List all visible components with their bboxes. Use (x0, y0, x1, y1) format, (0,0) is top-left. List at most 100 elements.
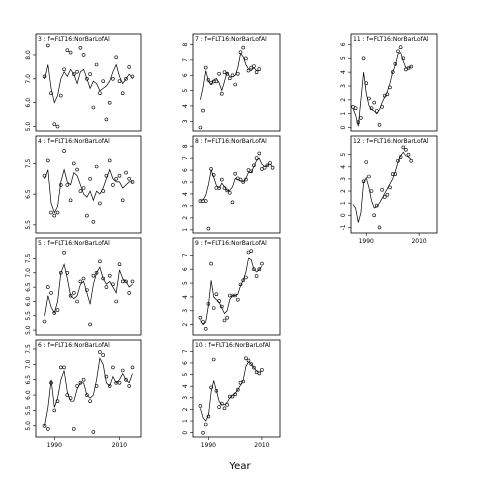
data-point (78, 189, 83, 193)
data-point (211, 306, 216, 310)
data-point (45, 285, 50, 289)
data-point (91, 220, 96, 224)
data-point (230, 394, 235, 399)
y-tick-label: 6.5 (25, 282, 32, 292)
data-point (81, 276, 86, 281)
data-point (249, 362, 253, 366)
data-point (222, 406, 227, 411)
data-point (201, 108, 205, 113)
data-point (49, 91, 53, 95)
y-tick-label: 6.0 (25, 297, 32, 307)
data-point (101, 189, 105, 193)
data-point (124, 377, 128, 382)
data-point (241, 180, 245, 184)
smooth-line (44, 63, 133, 104)
data-point (209, 167, 213, 171)
panel-frame (192, 33, 281, 132)
data-point (120, 279, 125, 284)
data-point (94, 384, 99, 388)
y-tick-label: 5.0 (25, 122, 32, 132)
y-tick-label: 0 (182, 431, 189, 435)
y-tick-label: 6.5 (25, 375, 32, 385)
data-point (222, 318, 227, 323)
data-point (120, 198, 125, 203)
data-point (214, 388, 219, 393)
y-tick-label: 6 (182, 267, 189, 271)
data-point (364, 81, 369, 85)
data-point (206, 302, 211, 306)
y-tick-label: 7 (182, 58, 189, 62)
data-point (369, 106, 374, 110)
data-point (257, 267, 262, 272)
data-point (65, 270, 70, 275)
data-point (68, 50, 73, 55)
y-tick-label: 4 (340, 165, 347, 169)
data-point (88, 399, 92, 404)
data-point (49, 380, 53, 385)
data-point (361, 56, 366, 61)
panel-strip-label: 11 : f=FLT16:NorBarLofAl (353, 36, 429, 43)
data-point (45, 43, 50, 48)
data-point (233, 293, 237, 298)
data-point (104, 374, 109, 379)
data-point (201, 199, 205, 203)
data-point (45, 427, 50, 431)
panel-1: 3 : f=FLT16:NorBarLofAl 5.0 6.0 7.0 8.0 (25, 33, 142, 132)
data-point (380, 188, 384, 192)
y-tick-label: 3 (182, 309, 189, 313)
data-point (262, 165, 267, 170)
y-tick-label: 1 (340, 112, 347, 116)
data-point (233, 171, 237, 176)
data-point (377, 225, 382, 230)
data-point (65, 393, 70, 397)
data-point (42, 74, 47, 79)
data-point (94, 270, 99, 275)
data-point (249, 65, 253, 70)
data-point (75, 167, 79, 172)
data-point (230, 200, 235, 205)
panel-10: 12 : f=FLT16:NorBarLofAl -1 0 1 2 3 4 5 1990 2010 (340, 135, 438, 245)
y-tick-label: 2 (340, 98, 347, 102)
data-point (364, 160, 369, 164)
data-point (244, 356, 248, 361)
y-tick-label: 7 (182, 253, 189, 257)
data-point (58, 365, 63, 370)
smooth-line (44, 262, 133, 316)
data-point (244, 177, 248, 182)
data-point (214, 79, 219, 84)
data-point (377, 123, 382, 127)
data-point (49, 291, 53, 295)
data-point (211, 357, 216, 362)
data-point (385, 192, 390, 197)
data-point (52, 408, 57, 413)
data-point (130, 74, 135, 79)
data-point (249, 169, 253, 174)
y-tick-label: 6.0 (25, 390, 32, 400)
data-point (257, 371, 262, 376)
data-point (98, 201, 102, 206)
data-point (254, 156, 259, 160)
data-point (101, 79, 105, 83)
data-point (398, 155, 403, 159)
y-tick-label: 5 (182, 180, 189, 184)
data-point (130, 279, 135, 284)
y-tick-label: 3 (340, 177, 347, 181)
data-point (117, 380, 122, 385)
y-tick-label: 6 (340, 42, 347, 46)
y-tick-label: 7 (182, 349, 189, 353)
panel-strip-label: 6 : f=FLT16:NorBarLofAl (38, 342, 110, 349)
panel-strip-label: 9 : f=FLT16:NorBarLofAl (195, 240, 267, 247)
data-point (104, 285, 109, 289)
y-tick-label: 3 (340, 84, 347, 88)
data-point (214, 292, 219, 297)
data-point (238, 282, 243, 287)
data-point (111, 77, 115, 81)
data-point (257, 67, 262, 71)
data-point (114, 177, 118, 181)
data-point (42, 319, 47, 324)
data-point (254, 274, 259, 278)
data-point (217, 186, 221, 190)
data-point (62, 67, 66, 72)
data-point (220, 304, 224, 309)
